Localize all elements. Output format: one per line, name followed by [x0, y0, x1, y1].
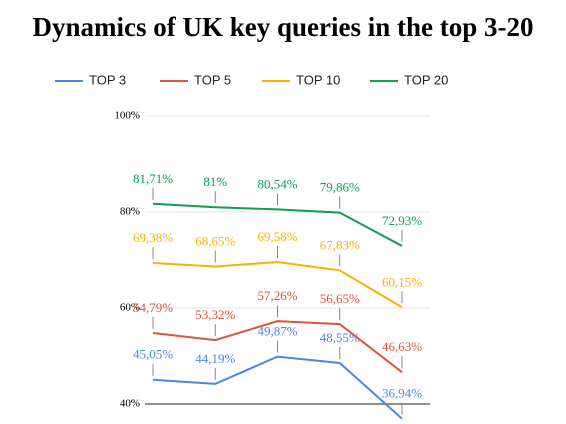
legend-label: TOP 10	[296, 72, 340, 87]
series-line	[152, 261, 403, 309]
series-line	[152, 320, 403, 373]
data-label: 69,38%	[133, 230, 173, 245]
data-label: 44,19%	[195, 351, 235, 366]
data-label: 67,83%	[320, 237, 360, 252]
legend-label: TOP 3	[89, 72, 126, 87]
y-tick-label: 100%	[114, 110, 140, 122]
series-line	[152, 202, 403, 247]
data-label: 79,86%	[320, 180, 360, 195]
series-line	[152, 355, 403, 420]
data-label: 49,87%	[257, 324, 297, 339]
data-label: 53,32%	[195, 307, 235, 322]
data-label: 72,93%	[382, 213, 422, 228]
y-tick-label: 80%	[120, 206, 140, 218]
data-label: 48,55%	[320, 330, 360, 345]
data-label: 81,71%	[133, 171, 173, 186]
data-label: 54,79%	[133, 300, 173, 315]
data-label: 45,05%	[133, 347, 173, 362]
data-label: 80,54%	[257, 176, 297, 191]
data-label: 57,26%	[257, 288, 297, 303]
chart-title: Dynamics of UK key queries in the top 3-…	[33, 12, 534, 42]
legend-label: TOP 20	[404, 72, 448, 87]
y-tick-label: 60%	[120, 302, 140, 314]
data-label: 36,94%	[382, 386, 422, 401]
data-label: 56,65%	[320, 291, 360, 306]
data-label: 81%	[203, 174, 227, 189]
data-label: 60,15%	[382, 274, 422, 289]
data-label: 46,63%	[382, 339, 422, 354]
y-tick-label: 40%	[120, 398, 140, 410]
legend-label: TOP 5	[194, 72, 231, 87]
data-label: 69,58%	[257, 229, 297, 244]
data-label: 68,65%	[195, 233, 235, 248]
